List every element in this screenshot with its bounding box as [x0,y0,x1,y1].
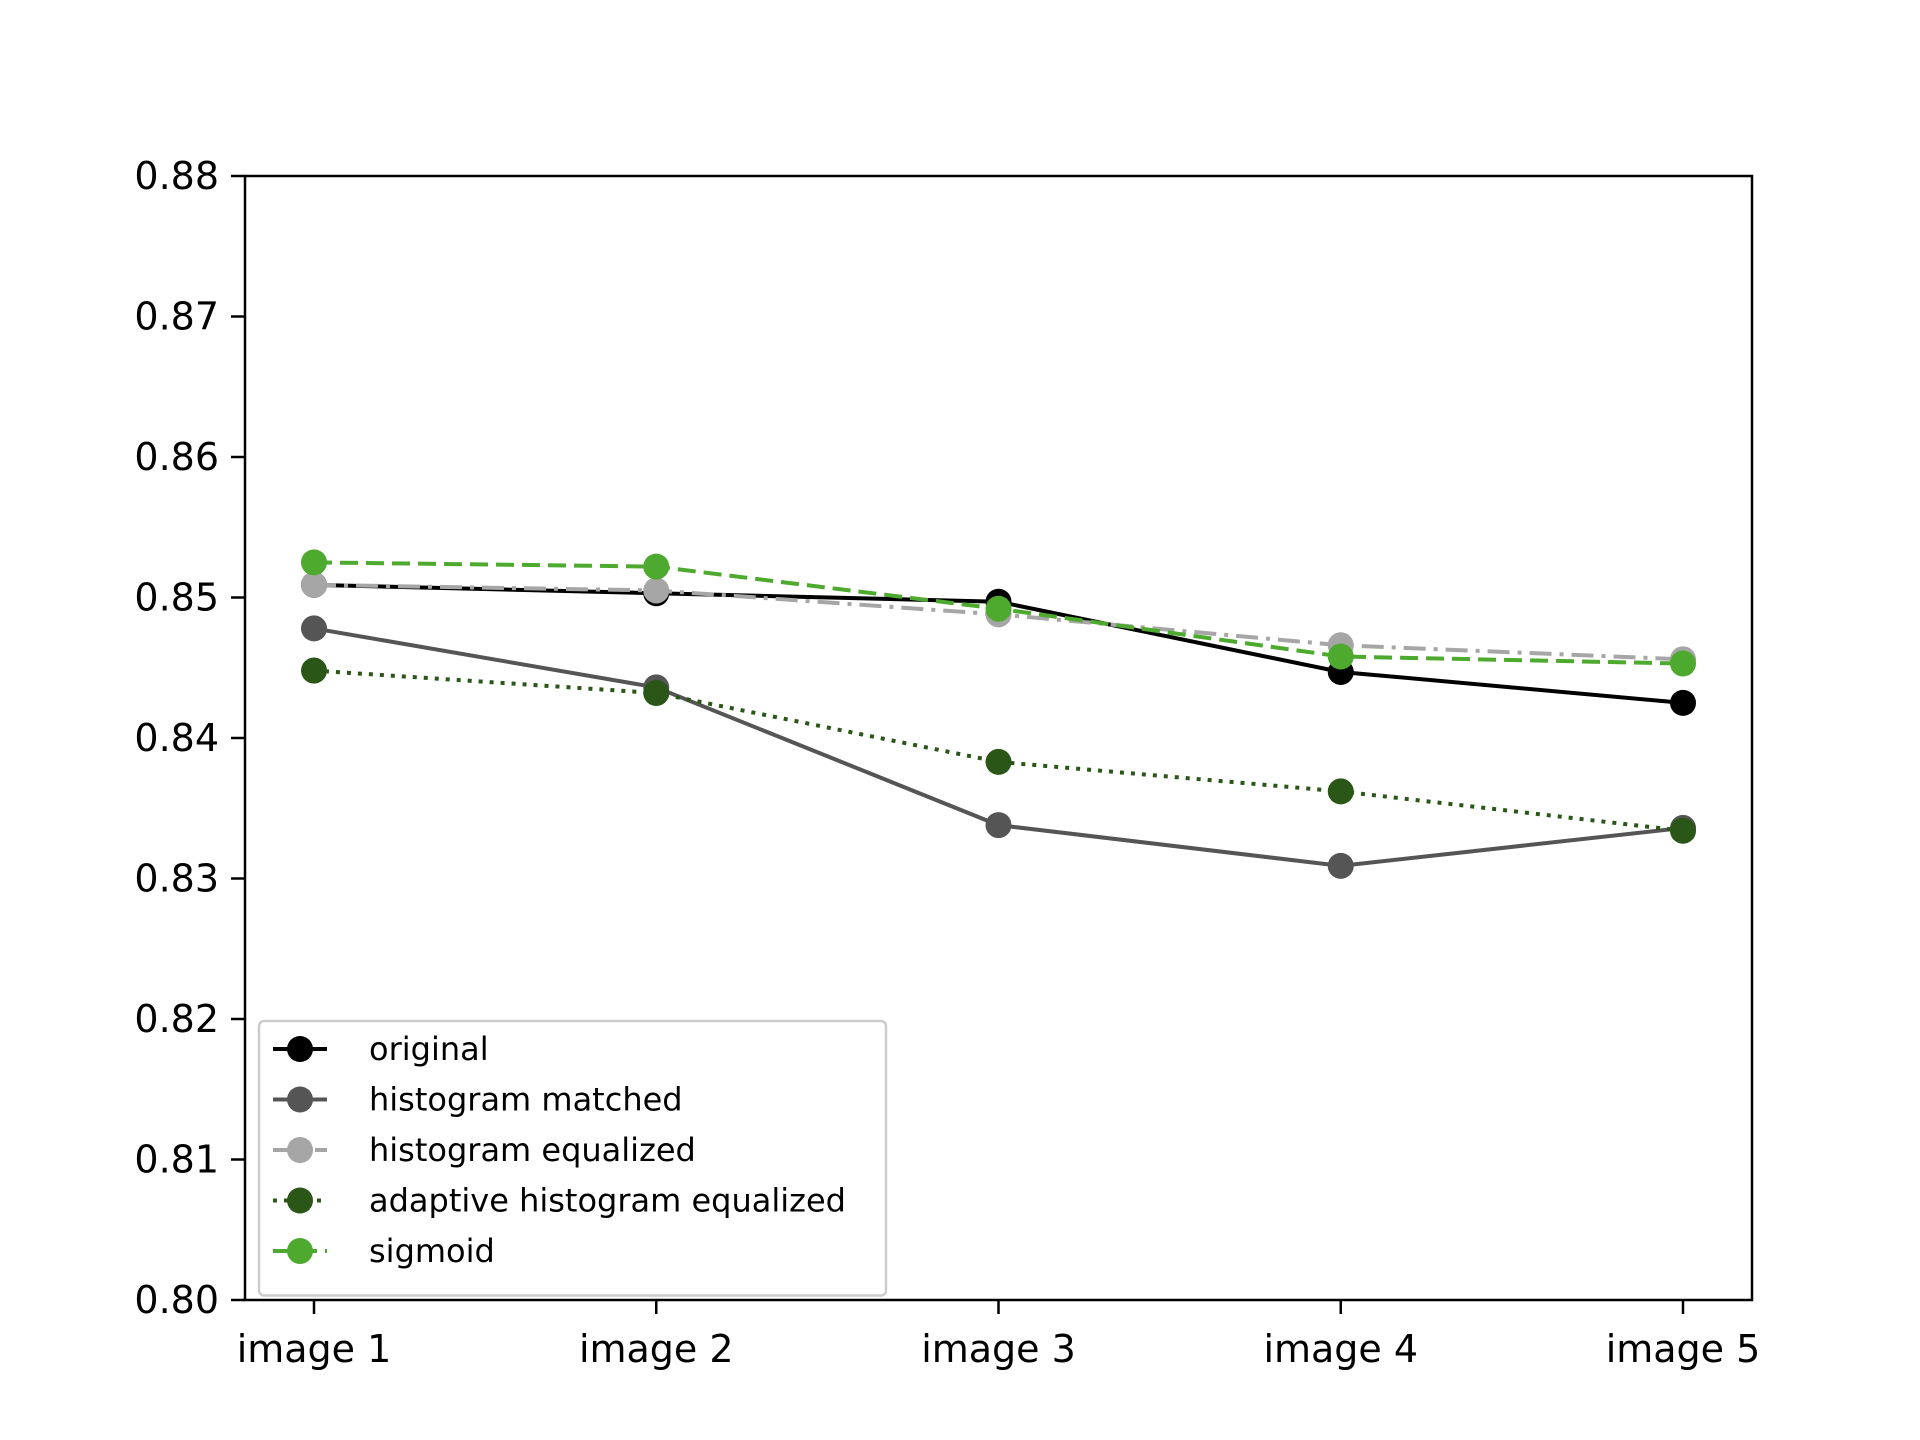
data-point [643,577,670,604]
y-tick-label: 0.86 [134,435,219,479]
data-point [643,553,670,580]
y-tick-label: 0.83 [134,857,219,901]
legend-marker [287,1238,313,1264]
data-point [985,748,1012,775]
series-2 [301,615,1696,879]
x-axis: image 1 image 2 image 3 image 4 image 5 [237,1300,1761,1371]
data-point [1670,817,1696,844]
series-3 [301,571,1696,673]
y-tick-label: 0.87 [134,295,219,339]
legend-label: adaptive histogram equalized [369,1182,846,1220]
legend-item: original [273,1030,489,1068]
data-point [301,615,327,642]
data-point [1327,852,1354,879]
data-point [301,571,327,598]
data-point [301,657,327,684]
legend-item: sigmoid [273,1232,495,1270]
data-point [1670,689,1696,716]
series-4 [301,657,1696,844]
data-point [301,549,327,576]
y-tick-label: 0.82 [134,997,219,1041]
y-tick-label: 0.85 [134,576,219,620]
legend-label: original [369,1030,489,1068]
legend-box [257,1019,888,1297]
data-point [1327,778,1354,805]
x-tick-label: image 2 [579,1327,734,1371]
x-tick-label: image 1 [237,1327,392,1371]
y-tick-label: 0.88 [134,154,219,198]
data-point [985,812,1012,839]
legend-label: sigmoid [369,1232,495,1270]
legend-marker [287,1036,313,1062]
series-5 [301,549,1696,677]
series-1 [301,571,1696,716]
legend-label: histogram equalized [369,1131,696,1169]
legend-item: histogram matched [273,1081,683,1119]
y-tick-label: 0.84 [134,716,219,760]
series-layer [301,549,1696,879]
legend-item: adaptive histogram equalized [273,1182,846,1220]
y-tick-label: 0.80 [134,1278,219,1322]
legend-marker [287,1137,313,1163]
data-point [1670,650,1696,677]
data-point [643,680,670,707]
x-tick-label: image 5 [1606,1327,1761,1371]
data-point [1327,643,1354,670]
x-tick-label: image 3 [921,1327,1076,1371]
legend-item: histogram equalized [273,1131,696,1169]
legend-marker [287,1187,313,1214]
data-point [985,595,1012,622]
legend: original histogram matched histogram equal… [257,1019,888,1297]
legend-label: histogram matched [369,1081,683,1119]
legend-marker [287,1086,313,1113]
y-tick-label: 0.81 [134,1138,219,1182]
x-tick-label: image 4 [1263,1327,1418,1371]
y-axis: 0.80 0.81 0.82 0.83 0.84 0.85 0.86 0.87 0.88 [134,154,245,1322]
